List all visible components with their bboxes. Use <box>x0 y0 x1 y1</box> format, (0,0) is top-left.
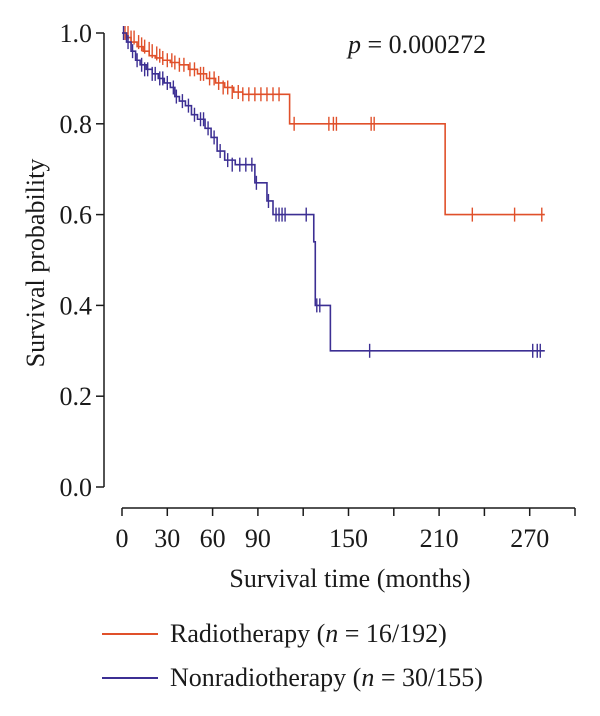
legend-label-nonradiotherapy: Nonradiotherapy (n = 30/155) <box>170 663 483 693</box>
legend-label-radiotherapy: Radiotherapy (n = 16/192) <box>170 619 447 649</box>
legend-label-radiotherapy-prefix: Radiotherapy ( <box>170 619 326 648</box>
y-tick-label: 0.0 <box>60 473 93 502</box>
y-tick-label: 0.4 <box>60 291 93 320</box>
x-axis-label: Survival time (months) <box>229 564 470 593</box>
x-tick-label: 90 <box>245 524 271 553</box>
y-tick-label: 1.0 <box>60 19 93 48</box>
axes: 0.0 0.2 0.4 0.6 0.8 1.0 0 30 60 90 150 210 270 <box>60 19 576 553</box>
legend-item-radiotherapy: Radiotherapy (n = 16/192) <box>102 612 483 656</box>
y-tick-label: 0.8 <box>60 110 93 139</box>
km-survival-chart: 0.0 0.2 0.4 0.6 0.8 1.0 0 30 60 90 150 210 270 p = 0… <box>21 19 576 593</box>
x-tick-label: 270 <box>510 524 549 553</box>
x-tick-label: 0 <box>116 524 129 553</box>
legend-label-nonradiotherapy-suffix: = 30/155) <box>374 663 483 692</box>
x-tick-label: 30 <box>154 524 180 553</box>
x-tick-label: 150 <box>329 524 368 553</box>
p-value-annotation: p = 0.000272 <box>346 30 486 59</box>
legend-item-nonradiotherapy: Nonradiotherapy (n = 30/155) <box>102 656 483 700</box>
p-value-text: = 0.000272 <box>361 30 486 59</box>
legend-swatch-nonradiotherapy <box>102 677 158 679</box>
legend: Radiotherapy (n = 16/192) Nonradiotherap… <box>102 612 483 700</box>
legend-label-nonradiotherapy-prefix: Nonradiotherapy ( <box>170 663 362 692</box>
p-symbol: p <box>346 30 361 59</box>
y-tick-label: 0.2 <box>60 382 93 411</box>
x-tick-label: 210 <box>420 524 459 553</box>
legend-label-radiotherapy-n: n <box>325 619 339 648</box>
x-tick-label: 60 <box>200 524 226 553</box>
series-lines <box>122 26 545 358</box>
y-axis-label: Survival probability <box>21 159 50 368</box>
series-line-nonradiotherapy <box>122 32 545 352</box>
legend-swatch-radiotherapy <box>102 633 158 635</box>
y-tick-label: 0.6 <box>60 201 93 230</box>
legend-label-radiotherapy-suffix: = 16/192) <box>338 619 447 648</box>
legend-label-nonradiotherapy-n: n <box>361 663 375 692</box>
